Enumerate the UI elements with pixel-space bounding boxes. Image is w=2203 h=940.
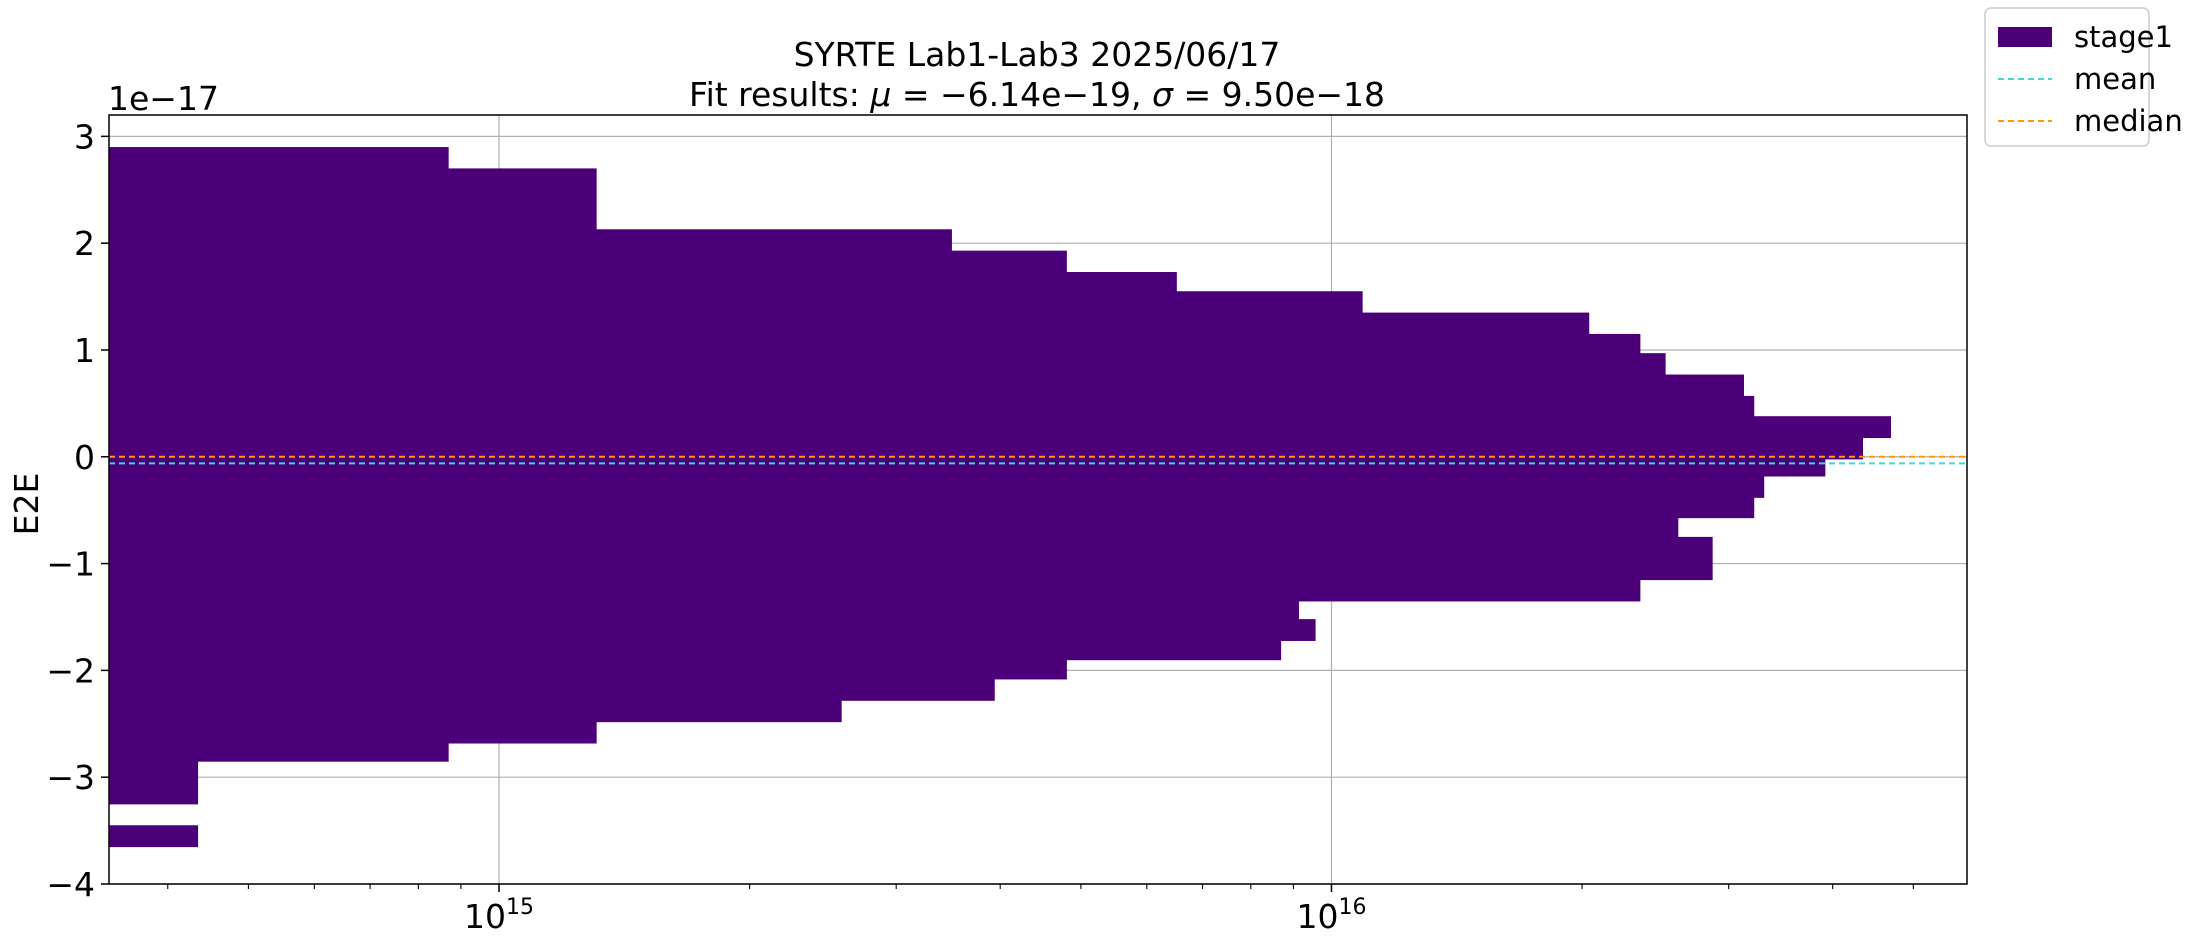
histogram-bar [109,517,1679,538]
histogram-bar [109,536,1713,581]
histogram-bar [109,229,952,252]
histogram-bar [109,353,1666,376]
y-tick-label: −3 [46,758,95,797]
y-tick-label: 3 [74,117,95,156]
x-ticks: 1015 1016 [167,884,1914,936]
x-tick-label: 1015 [464,895,534,936]
histogram-bar [109,168,597,189]
histogram-bar [109,743,449,762]
chart-subtitle: Fit results: μ = −6.14e−19, σ = 9.50e−18 [689,75,1385,114]
histogram-bar [109,250,1067,273]
y-tick-label: 0 [74,438,95,477]
histogram-bar [109,416,1891,439]
y-offset-label: 1e−17 [108,79,219,118]
y-tick-label: −2 [46,651,95,690]
y-axis-label: E2E [7,473,46,536]
chart-title: SYRTE Lab1-Lab3 2025/06/17 [794,35,1281,74]
histogram-bar [109,761,199,805]
histogram-bar [109,619,1316,641]
histogram-bar [109,374,1744,397]
fit-sigma-value: 9.50e−18 [1222,75,1385,114]
legend: stage1 mean median [1984,7,2183,147]
y-tick-label: −4 [46,865,95,904]
histogram-bar [109,456,1826,477]
y-tick-label: −1 [46,545,95,584]
histogram-bar [109,579,1641,602]
y-ticks: −4 −3 −2 −1 0 1 2 3 [46,117,109,904]
histogram-bar [109,476,1765,498]
histogram-bar [109,825,199,848]
legend-label-stage1: stage1 [2074,20,2173,54]
legend-swatch-stage1 [1998,27,2052,47]
histogram-bars [109,147,1891,848]
histogram-bar [109,333,1641,354]
axes [108,114,1968,885]
histogram-bar [109,497,1755,519]
histogram-bar [109,700,842,723]
histogram-bar [109,312,1590,335]
histogram-bar [109,721,597,744]
histogram-bar [109,272,1177,292]
fit-results-prefix: Fit results: [689,75,870,114]
fit-mu-value: −6.14e−19 [940,75,1131,114]
histogram-bar [109,291,1363,314]
legend-label-mean: mean [2074,62,2156,96]
x-tick-label: 1016 [1296,895,1366,936]
histogram-bar [109,659,1067,680]
plot-frame [108,114,1968,885]
histogram-bar [109,600,1299,620]
histogram-bar [109,395,1755,417]
y-tick-label: 1 [74,331,95,370]
legend-label-median: median [2074,104,2183,138]
histogram-bar [109,640,1282,661]
histogram-bar [109,187,597,230]
histogram-bar [109,147,449,169]
histogram-bar [109,437,1863,460]
histogram-bar [109,678,995,701]
y-tick-label: 2 [74,224,95,263]
